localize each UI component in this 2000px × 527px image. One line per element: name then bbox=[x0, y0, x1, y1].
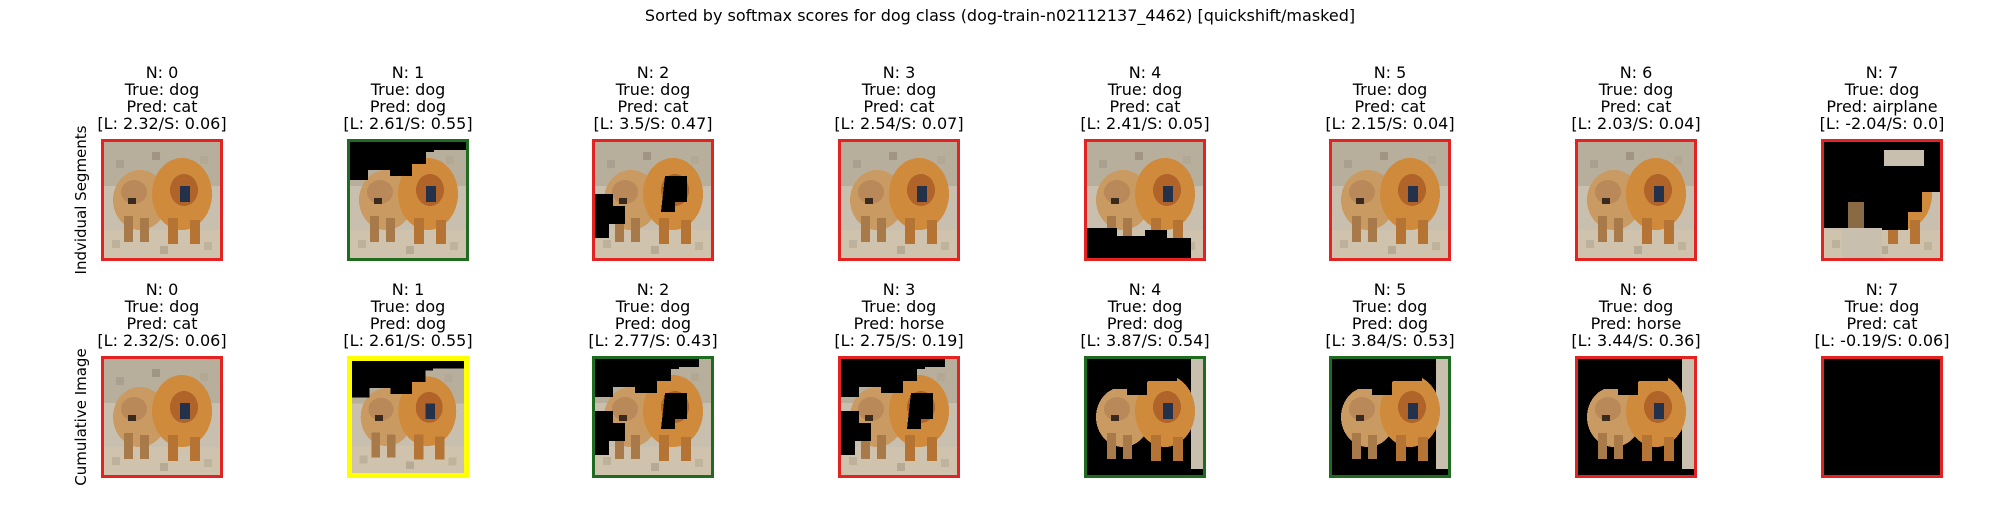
panel-caption-index: N: 0 bbox=[145, 63, 179, 82]
image-panel: N: 1 True: dog Pred: dog [L: 2.61/S: 0.55] bbox=[308, 64, 508, 132]
thumbnail-image bbox=[347, 139, 469, 261]
image-panel: N: 2 True: dog Pred: dog [L: 2.77/S: 0.43] bbox=[553, 281, 753, 349]
panel-caption-scores: [L: 2.41/S: 0.05] bbox=[1080, 114, 1210, 133]
image-panel: N: 5 True: dog Pred: cat [L: 2.15/S: 0.04] bbox=[1290, 64, 1490, 132]
image-panel: N: 5 True: dog Pred: dog [L: 3.84/S: 0.53] bbox=[1290, 281, 1490, 349]
image-panel: N: 4 True: dog Pred: dog [L: 3.87/S: 0.54] bbox=[1045, 281, 1245, 349]
panel-caption-index: N: 0 bbox=[145, 280, 179, 299]
panel-caption-true-label: True: dog bbox=[615, 297, 691, 316]
panel-caption-true-label: True: dog bbox=[370, 297, 446, 316]
panel-caption-true-label: True: dog bbox=[1844, 80, 1920, 99]
panel-caption-true-label: True: dog bbox=[615, 80, 691, 99]
panel-caption-index: N: 5 bbox=[1373, 280, 1407, 299]
image-panel: N: 2 True: dog Pred: cat [L: 3.5/S: 0.47] bbox=[553, 64, 753, 132]
panel-caption-scores: [L: 2.03/S: 0.04] bbox=[1571, 114, 1701, 133]
panel-caption-true-label: True: dog bbox=[1107, 80, 1183, 99]
thumbnail-image bbox=[1084, 356, 1206, 478]
panel-caption-index: N: 4 bbox=[1128, 63, 1162, 82]
thumbnail-image bbox=[347, 356, 469, 478]
panel-caption-scores: [L: -0.19/S: 0.06] bbox=[1814, 331, 1950, 350]
thumbnail-image bbox=[1821, 356, 1943, 478]
image-panel: N: 7 True: dog Pred: cat [L: -0.19/S: 0.06] bbox=[1782, 281, 1982, 349]
panel-caption-pred-label: Pred: cat bbox=[126, 314, 198, 333]
panel-caption-pred-label: Pred: dog bbox=[1351, 314, 1429, 333]
panel-caption-true-label: True: dog bbox=[861, 297, 937, 316]
thumbnail-image bbox=[838, 139, 960, 261]
panel-caption-true-label: True: dog bbox=[1107, 297, 1183, 316]
image-panel: N: 1 True: dog Pred: dog [L: 2.61/S: 0.55] bbox=[308, 281, 508, 349]
panel-caption-index: N: 7 bbox=[1865, 280, 1899, 299]
panel-caption-scores: [L: 2.32/S: 0.06] bbox=[97, 114, 227, 133]
thumbnail-image bbox=[592, 356, 714, 478]
panel-caption-index: N: 4 bbox=[1128, 280, 1162, 299]
image-panel: N: 7 True: dog Pred: airplane [L: -2.04/S: … bbox=[1782, 64, 1982, 132]
panel-caption-pred-label: Pred: cat bbox=[126, 97, 198, 116]
image-panel: N: 4 True: dog Pred: cat [L: 2.41/S: 0.05] bbox=[1045, 64, 1245, 132]
thumbnail-image bbox=[1329, 139, 1451, 261]
thumbnail-image bbox=[101, 356, 223, 478]
panel-caption-scores: [L: 2.32/S: 0.06] bbox=[97, 331, 227, 350]
panel-caption-index: N: 6 bbox=[1619, 63, 1653, 82]
panel-caption-index: N: 3 bbox=[882, 63, 916, 82]
panel-caption-true-label: True: dog bbox=[370, 80, 446, 99]
panel-caption-scores: [L: 2.15/S: 0.04] bbox=[1325, 114, 1455, 133]
thumbnail-image bbox=[101, 139, 223, 261]
panel-caption-index: N: 6 bbox=[1619, 280, 1653, 299]
panel-caption-true-label: True: dog bbox=[1352, 297, 1428, 316]
image-panel: N: 0 True: dog Pred: cat [L: 2.32/S: 0.06] bbox=[62, 281, 262, 349]
figure-title: Sorted by softmax scores for dog class (… bbox=[644, 6, 1356, 25]
panel-caption-scores: [L: 2.75/S: 0.19] bbox=[834, 331, 964, 350]
thumbnail-image bbox=[1821, 139, 1943, 261]
panel-caption-scores: [L: 2.54/S: 0.07] bbox=[834, 114, 964, 133]
panel-caption-true-label: True: dog bbox=[124, 80, 200, 99]
panel-caption-pred-label: Pred: dog bbox=[614, 314, 692, 333]
panel-caption-index: N: 7 bbox=[1865, 63, 1899, 82]
panel-caption-scores: [L: 2.61/S: 0.55] bbox=[343, 114, 473, 133]
panel-caption-scores: [L: -2.04/S: 0.0] bbox=[1819, 114, 1945, 133]
panel-caption-scores: [L: 3.44/S: 0.36] bbox=[1571, 331, 1701, 350]
panel-caption-scores: [L: 3.84/S: 0.53] bbox=[1325, 331, 1455, 350]
panel-caption-index: N: 3 bbox=[882, 280, 916, 299]
thumbnail-image bbox=[1084, 139, 1206, 261]
image-panel: N: 0 True: dog Pred: cat [L: 2.32/S: 0.06] bbox=[62, 64, 262, 132]
panel-caption-pred-label: Pred: horse bbox=[1590, 314, 1682, 333]
thumbnail-image bbox=[1575, 356, 1697, 478]
image-panel: N: 3 True: dog Pred: cat [L: 2.54/S: 0.07] bbox=[799, 64, 999, 132]
panel-caption-index: N: 1 bbox=[391, 280, 425, 299]
panel-caption-true-label: True: dog bbox=[1598, 297, 1674, 316]
panel-caption-pred-label: Pred: dog bbox=[369, 97, 447, 116]
panel-caption-true-label: True: dog bbox=[1598, 80, 1674, 99]
panel-caption-true-label: True: dog bbox=[1352, 80, 1428, 99]
panel-caption-pred-label: Pred: horse bbox=[853, 314, 945, 333]
thumbnail-image bbox=[838, 356, 960, 478]
thumbnail-image bbox=[1329, 356, 1451, 478]
panel-caption-index: N: 2 bbox=[636, 63, 670, 82]
image-panel: N: 3 True: dog Pred: horse [L: 2.75/S: 0.19… bbox=[799, 281, 999, 349]
panel-caption-pred-label: Pred: cat bbox=[1109, 97, 1181, 116]
panel-caption-pred-label: Pred: cat bbox=[1354, 97, 1426, 116]
panel-caption-true-label: True: dog bbox=[1844, 297, 1920, 316]
panel-caption-pred-label: Pred: airplane bbox=[1826, 97, 1938, 116]
panel-caption-scores: [L: 2.77/S: 0.43] bbox=[588, 331, 718, 350]
panel-caption-scores: [L: 3.5/S: 0.47] bbox=[593, 114, 713, 133]
panel-caption-index: N: 5 bbox=[1373, 63, 1407, 82]
panel-caption-index: N: 1 bbox=[391, 63, 425, 82]
image-panel: N: 6 True: dog Pred: cat [L: 2.03/S: 0.04] bbox=[1536, 64, 1736, 132]
panel-caption-scores: [L: 2.61/S: 0.55] bbox=[343, 331, 473, 350]
thumbnail-image bbox=[1575, 139, 1697, 261]
thumbnail-image bbox=[592, 139, 714, 261]
panel-caption-pred-label: Pred: cat bbox=[1846, 314, 1918, 333]
panel-caption-true-label: True: dog bbox=[124, 297, 200, 316]
panel-caption-pred-label: Pred: cat bbox=[617, 97, 689, 116]
panel-caption-index: N: 2 bbox=[636, 280, 670, 299]
panel-caption-scores: [L: 3.87/S: 0.54] bbox=[1080, 331, 1210, 350]
panel-caption-true-label: True: dog bbox=[861, 80, 937, 99]
panel-caption-pred-label: Pred: cat bbox=[863, 97, 935, 116]
image-panel: N: 6 True: dog Pred: horse [L: 3.44/S: 0.36… bbox=[1536, 281, 1736, 349]
panel-caption-pred-label: Pred: dog bbox=[369, 314, 447, 333]
panel-caption-pred-label: Pred: cat bbox=[1600, 97, 1672, 116]
panel-caption-pred-label: Pred: dog bbox=[1106, 314, 1184, 333]
